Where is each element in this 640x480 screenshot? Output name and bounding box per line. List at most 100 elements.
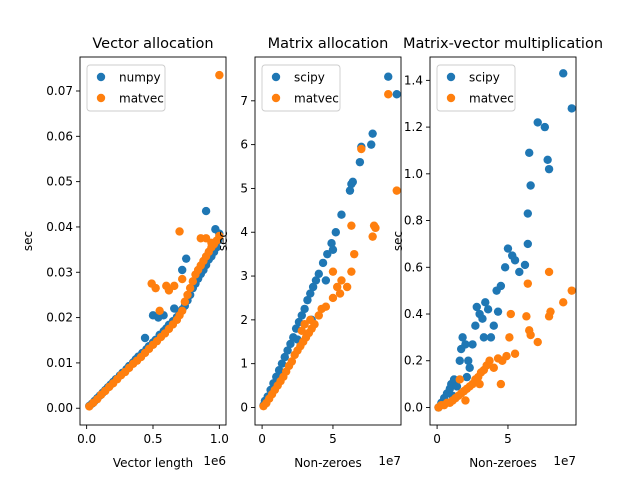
x-tick-label: 0 [258,432,266,446]
axes-frame [429,56,577,426]
data-point-scipy [300,304,309,314]
data-point-matvec [215,231,224,241]
subplot-3: 0 5 0.0 0.2 0.4 0.6 0.8 1.0 1.2 1.4 Matrix-vector … [391,36,603,470]
legend-label-scipy: scipy [469,71,500,85]
legend-marker-numpy [96,72,106,82]
y-tick-label: 0.01 [46,356,73,370]
data-point-matvec [510,349,520,358]
data-point-matvec [287,357,297,366]
subplot-1: 0.0 0.5 1.0 0.00 0.01 0.02 0.03 0.04 0.05 0.06 0.0… [21,36,229,470]
chart-title: Matrix allocation [268,36,389,52]
data-point-scipy [523,209,533,218]
data-point-scipy [567,104,576,113]
data-point-matvec [392,186,401,195]
data-point-matvec [496,379,506,389]
y-axis-label: sec [21,231,35,251]
data-point-matvec [335,289,345,298]
data-point-numpy [181,254,191,263]
data-point-matvec [306,315,315,325]
legend-box [436,64,516,112]
data-point-scipy [461,340,470,349]
x-axis-label: Non-zeroes [294,456,362,470]
legend: scipy matvec [261,64,341,112]
data-point-scipy [327,238,336,248]
data-point-numpy [154,313,163,322]
data-point-matvec [337,276,346,285]
data-point-matvec [461,396,470,405]
data-point-scipy [280,352,289,362]
y-axis-label: sec [391,231,405,251]
y-tick-label: 5 [240,181,248,195]
data-point-scipy [323,249,332,259]
x-tick-label: 5 [504,432,512,446]
data-point-matvec [333,282,342,292]
legend-box [261,64,341,112]
y-tick-label: 0.03 [46,265,73,279]
data-point-scipy [543,155,552,165]
y-tick-label: 0.02 [46,311,73,325]
data-point-numpy [211,225,220,234]
data-point-matvec [489,363,498,372]
data-point-scipy [455,356,464,365]
data-point-matvec [164,286,174,295]
data-point-matvec [523,279,533,288]
y-tick-label: 4 [240,225,248,239]
data-point-scipy [355,157,365,167]
legend-marker-matvec [96,93,106,103]
legend-marker-matvec [271,93,281,103]
y-tick-label: 1.2 [404,120,423,134]
data-point-scipy [496,281,506,291]
axes-frame [254,56,402,426]
x-tick-label: 1.0 [210,432,229,446]
data-point-matvec [475,379,484,389]
x-axis-offset-label: 1e7 [378,454,401,468]
data-point-matvec [357,144,366,154]
series-matvec [434,267,576,412]
y-tick-label: 2 [240,313,248,327]
data-point-numpy [140,333,150,343]
data-point-scipy [331,228,340,237]
legend-label-matvec: matvec [294,92,339,106]
data-point-scipy [458,333,467,342]
plot-area [259,72,401,411]
data-point-matvec [180,297,190,306]
data-point-matvec [347,267,356,276]
data-point-scipy [472,302,481,312]
data-point-scipy [468,340,477,349]
data-point-matvec [546,307,555,316]
data-point-numpy [201,206,211,216]
data-point-matvec [533,337,542,347]
data-point-matvec [185,283,195,293]
data-point-scipy [321,276,331,285]
legend-label-scipy: scipy [294,71,325,85]
data-point-scipy [525,148,534,157]
data-point-scipy [465,363,474,372]
data-point-matvec [188,277,198,286]
data-point-matvec [559,298,568,307]
series-matvec [85,70,224,411]
data-point-scipy [523,239,533,249]
data-point-matvec [567,286,576,295]
y-tick-label: 0.4 [404,307,423,321]
data-point-scipy [464,356,473,365]
x-tick-label: 5 [329,432,337,446]
data-point-matvec [297,326,306,336]
data-point-matvec [175,227,184,236]
data-point-scipy [367,140,376,149]
data-point-scipy [368,129,377,138]
y-tick-label: 0.8 [404,214,423,228]
legend: numpy matvec [86,64,166,112]
data-point-matvec [347,221,356,230]
data-point-scipy [520,260,530,270]
chart-title: Matrix-vector multiplication [403,36,603,52]
plot-area [85,70,224,411]
legend-marker-scipy [446,72,456,82]
chart-title: Vector allocation [92,36,213,52]
data-point-matvec [317,304,326,314]
data-point-scipy [503,244,513,253]
data-point-scipy [540,122,550,132]
legend-label-matvec: matvec [119,92,164,106]
data-point-scipy [486,333,496,342]
series-matvec [259,90,401,411]
data-point-scipy [515,267,524,277]
